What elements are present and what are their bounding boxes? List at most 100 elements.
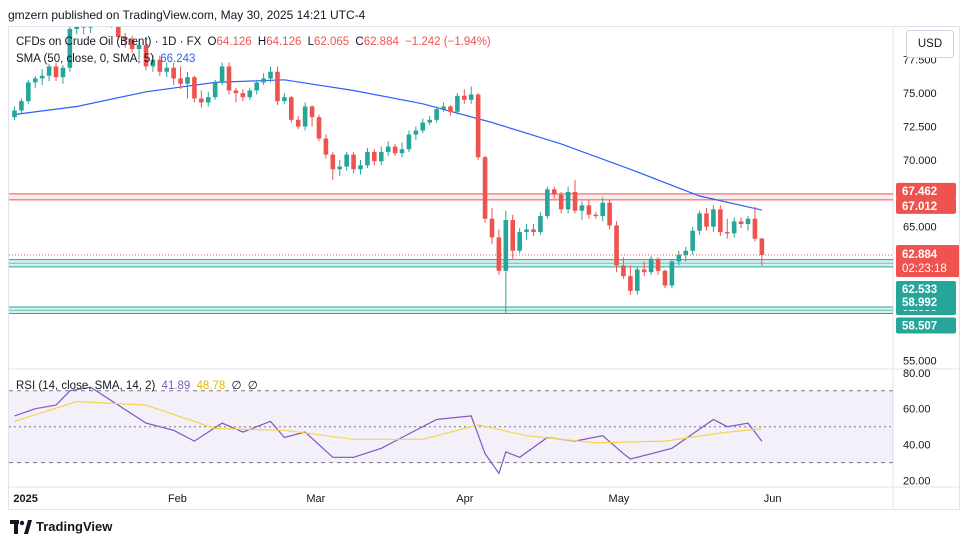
candle-body [261,78,266,83]
candle-body [358,165,363,170]
candle-body [697,213,702,231]
resistance-high-badge-bg [896,182,956,199]
chart-canvas[interactable]: 55.00057.50060.00062.50065.00067.50070.0… [9,0,960,509]
rsi-tick-label: 80.00 [903,368,931,380]
candle-body [510,220,516,251]
candle-body [628,276,633,291]
candle-body [46,66,52,76]
candle-body [655,258,661,271]
candle-body [475,94,481,158]
sma-value: 66.243 [160,53,196,65]
candle-body [683,250,689,255]
main-legend[interactable]: CFDs on Crude Oil (Brent) · 1D · FX O64.… [16,36,494,48]
candle-body [26,82,31,102]
tradingview-logo-icon [10,519,32,534]
price-tick-label: 55.000 [903,355,937,367]
rsi-legend[interactable]: RSI (14, close, SMA, 14, 2) 41.89 48.78 … [16,378,261,392]
candle-body [427,119,432,123]
candle-body [344,154,349,167]
high-label: H [257,36,267,48]
open-label: O [207,36,217,48]
candle-body [199,98,204,103]
candle-body [275,71,280,102]
candle-body [372,151,377,162]
candle-body [157,59,163,72]
candle-body [392,146,398,154]
time-tick-label: May [609,493,630,505]
rsi-value: 41.89 [161,380,191,392]
resistance-zone-0 [9,193,893,200]
candle-body [116,24,121,38]
time-tick-label: 2025 [13,493,37,505]
support-1-badge-bg [896,280,956,297]
candle-body [19,101,24,111]
currency-selector[interactable]: USD [906,30,954,58]
candle-body [724,232,730,234]
support-4-badge: 58.507 [902,320,937,332]
candle-body [212,82,218,98]
brand-label: TradingView [36,519,113,534]
candle-body [662,270,668,286]
time-tick-label: Apr [456,493,473,505]
rsi-ma-value: 48.78 [196,380,226,392]
rsi-tick-label: 20.00 [903,476,931,488]
low-value: 62.065 [313,36,350,48]
candle-body [164,67,170,72]
candle-body [378,151,384,162]
last-price-badge: 62.884 [902,249,938,261]
candle-body [752,218,758,239]
candle-body [676,254,682,262]
sma-label: SMA (50, close, 0, SMA, 5) [16,53,155,65]
candle-body [600,202,605,217]
candle-body [558,194,564,210]
candle-body [641,269,647,273]
candle-body [323,138,329,155]
candle-body [551,189,557,195]
candle-body [268,71,273,79]
candle-body [316,117,322,139]
candle-body [648,258,654,273]
close-label: C [355,36,364,48]
candle-body [621,265,626,277]
candle-body [74,12,80,29]
candle-body [607,202,612,226]
candle-body [669,261,675,286]
candle-body [448,106,453,112]
candle-body [330,154,336,170]
candle-body [254,82,259,91]
chart-frame[interactable]: 55.00057.50060.00062.50065.00067.50070.0… [8,0,960,510]
candle-body [309,106,315,118]
candles-group [12,0,765,314]
change-value: −1.242 (−1.94%) [405,36,491,48]
candle-body [593,214,599,217]
candle-body [385,146,391,152]
tradingview-logo[interactable]: TradingView [10,519,112,534]
candle-body [759,238,765,255]
resistance-low-badge-bg [896,197,956,214]
rsi-extra-1: ∅ [231,380,242,392]
candle-body [517,232,522,251]
rsi-line [14,386,763,475]
candle-body [690,230,695,251]
candle-body [406,134,412,150]
candle-body [489,218,495,238]
candle-body [192,77,197,99]
candle-body [282,97,287,102]
rsi-tick-label: 60.00 [903,404,931,416]
time-tick-label: Feb [168,493,187,505]
candle-body [12,110,17,118]
time-tick-label: Mar [306,493,325,505]
candle-body [337,166,343,170]
candle-body [731,221,737,234]
candle-body [150,59,156,67]
price-tick-label: 65.000 [903,222,937,234]
candle-body [745,218,751,225]
candle-body [178,78,183,84]
candle-body [420,122,426,131]
bar-countdown: 02:23:18 [902,263,947,275]
candle-body [233,90,239,94]
last-price-badge-bg [896,244,960,277]
sma-legend[interactable]: SMA (50, close, 0, SMA, 5) 66.243 [16,53,198,65]
candle-body [289,97,294,120]
candle-body [441,106,446,110]
